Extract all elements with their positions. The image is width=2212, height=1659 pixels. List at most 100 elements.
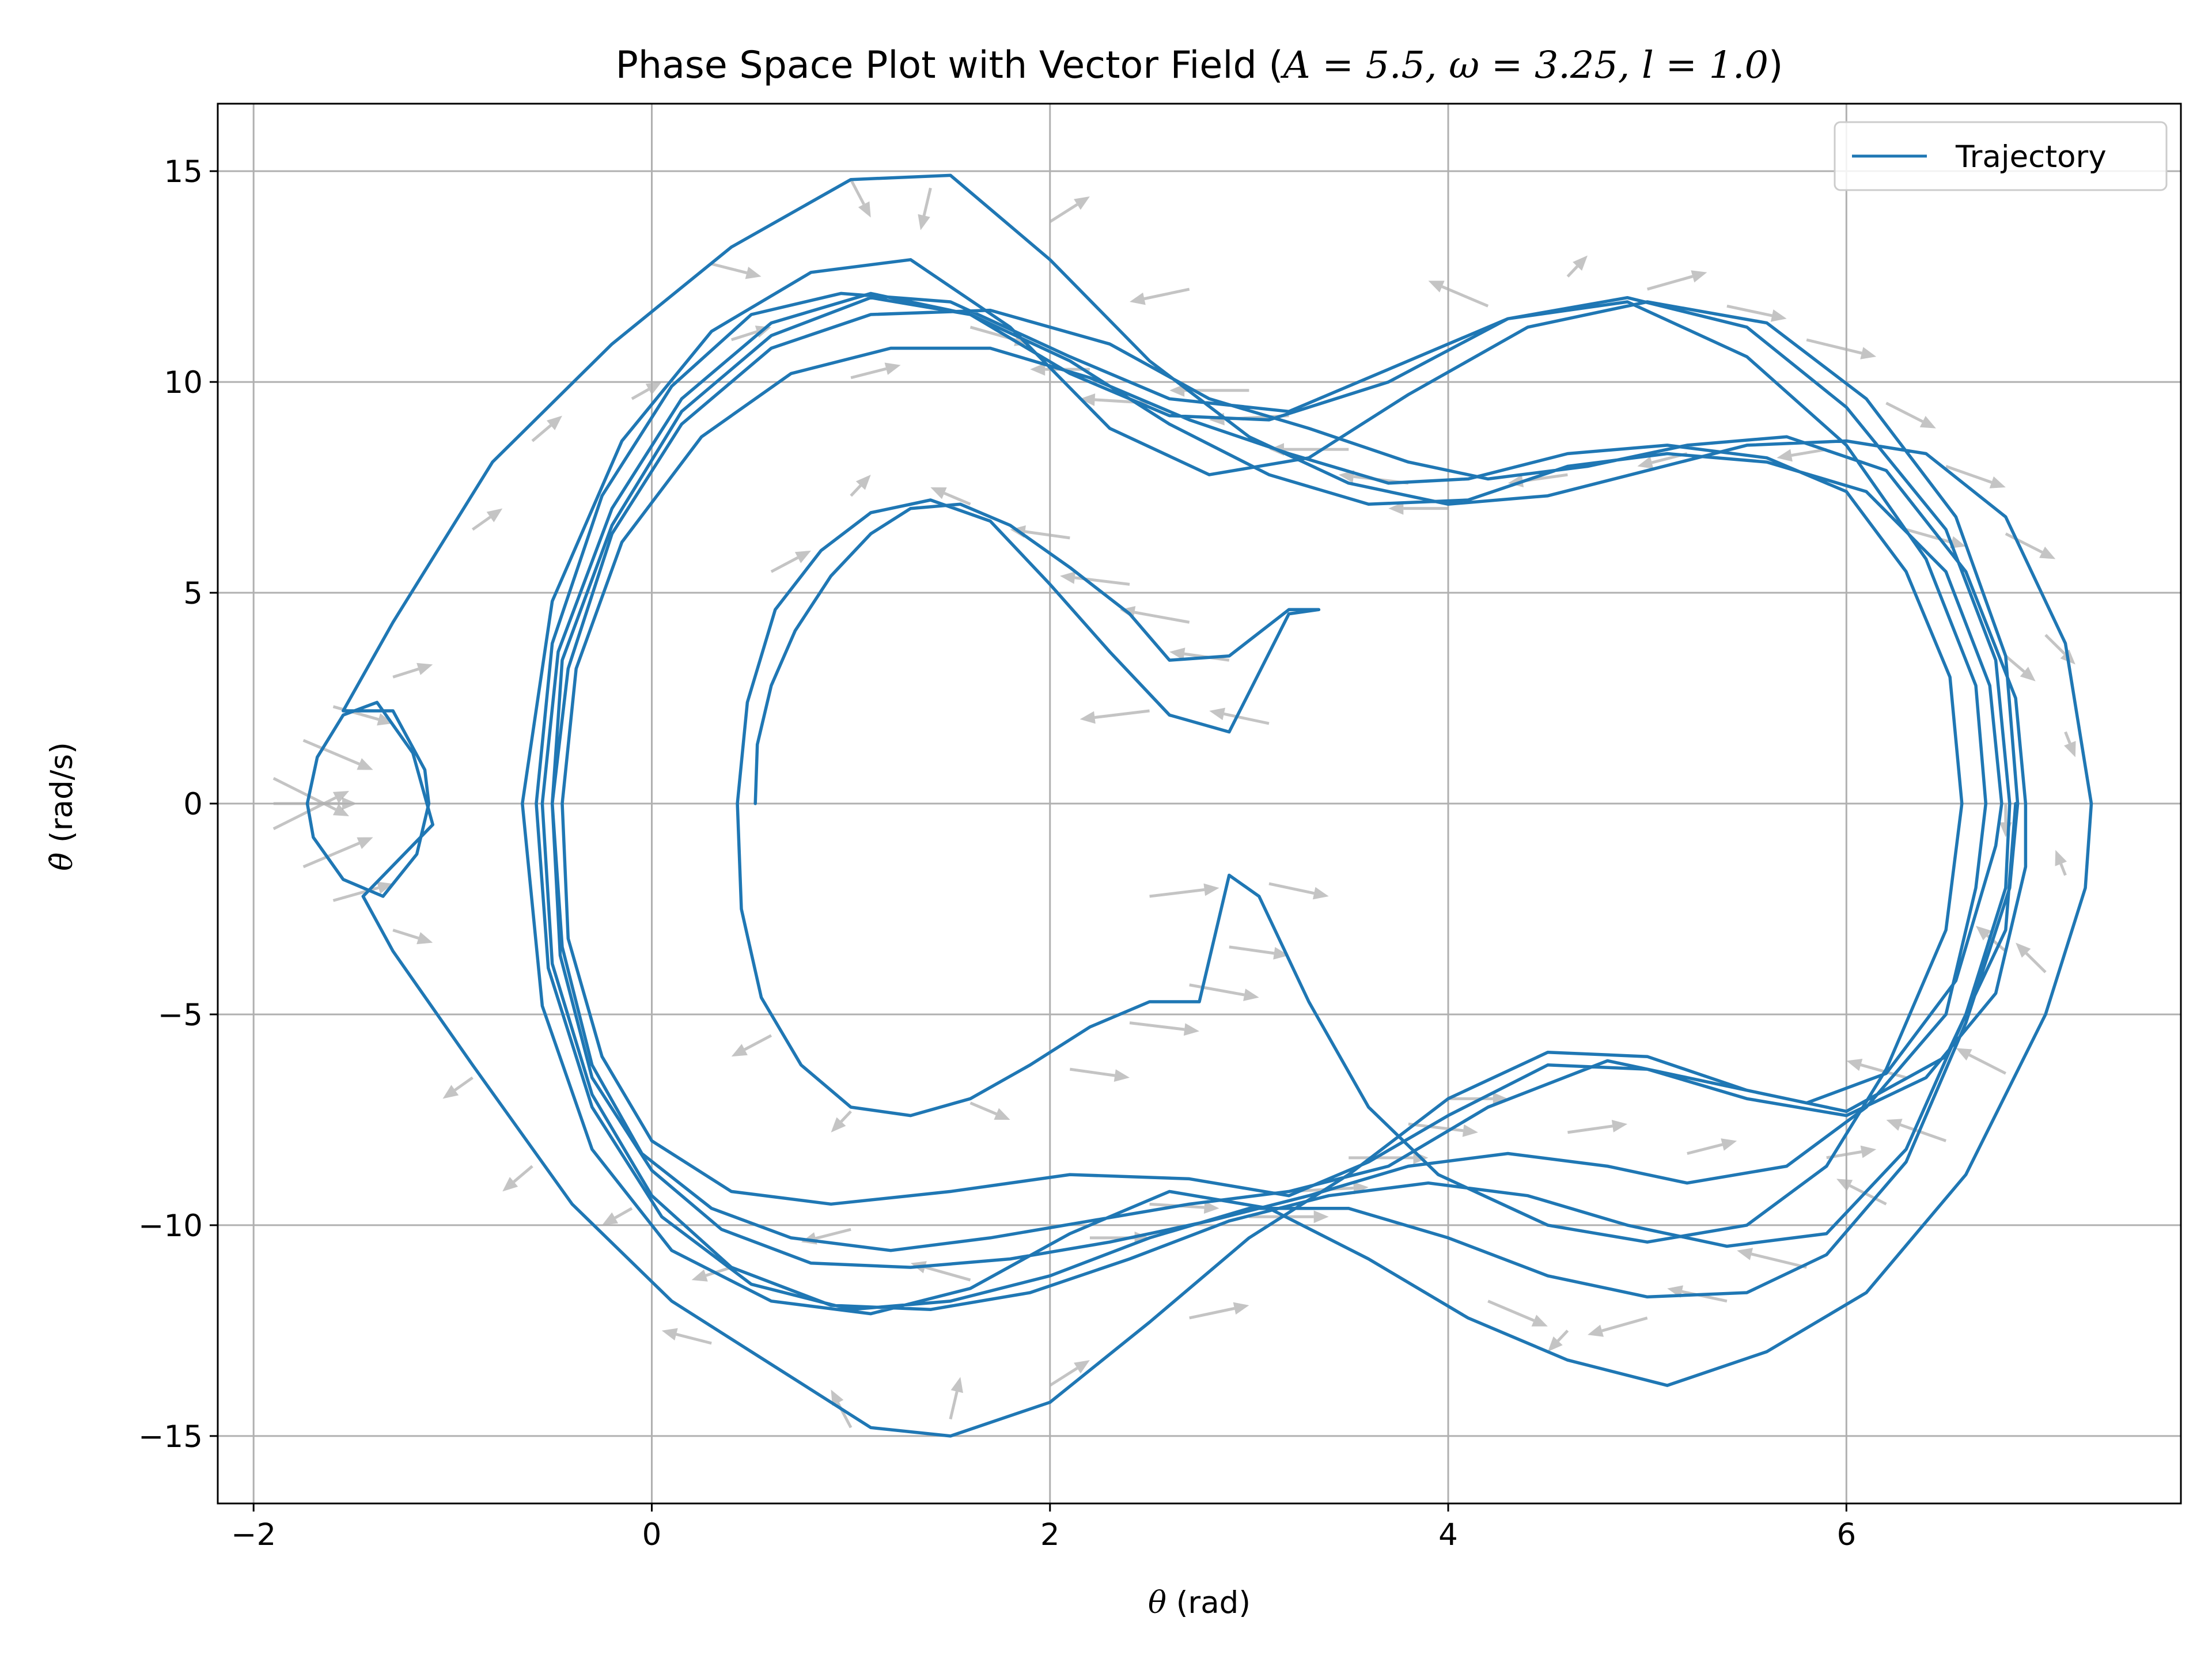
vector-arrow-head [1312, 887, 1329, 900]
vector-arrow-head [918, 214, 930, 230]
vector-arrow [1229, 945, 1289, 960]
vector-arrow [531, 415, 562, 442]
vector-arrow-shaft [1268, 882, 1315, 895]
vector-arrow [1945, 465, 2006, 488]
vector-arrow-shaft [454, 1076, 474, 1092]
vector-arrow-shaft [1726, 304, 1772, 317]
vector-arrow [850, 362, 901, 380]
vector-arrow [1547, 1330, 1569, 1352]
vector-arrow-head [377, 881, 393, 894]
vector-arrow [1487, 1300, 1548, 1327]
vector-arrow-head [1547, 1336, 1563, 1352]
x-tick-label: −2 [231, 1517, 276, 1552]
vector-arrow-shaft [1049, 203, 1078, 224]
vector-arrow-head [357, 837, 373, 849]
vector-arrow [831, 1110, 852, 1132]
vector-arrow-head [442, 1085, 459, 1099]
vector-arrow-shaft [1601, 1316, 1648, 1332]
vector-arrow [849, 179, 871, 218]
y-tick-label: 10 [164, 365, 203, 400]
vector-arrow [1587, 1316, 1648, 1337]
vector-arrow-shaft [815, 1228, 851, 1240]
vector-arrow-head [602, 1212, 619, 1225]
vector-arrow-head [1587, 1324, 1604, 1337]
vector-arrow [442, 1076, 474, 1099]
vector-arrow-head [1209, 707, 1225, 721]
vector-arrow-shaft [1189, 1306, 1235, 1320]
vector-arrow-head [745, 267, 762, 279]
vector-arrow-shaft [631, 388, 650, 400]
vector-arrow-head [831, 1117, 846, 1132]
vector-arrow-head [1691, 270, 1707, 283]
x-tick-label: 2 [1040, 1517, 1060, 1552]
vector-arrow-head [858, 201, 871, 218]
vector-arrow-head [1777, 449, 1793, 462]
vector-arrow [661, 1328, 712, 1345]
vector-arrow-head [731, 1044, 748, 1057]
vector-arrow-shaft [1968, 1054, 2006, 1075]
vector-arrow-head [1080, 711, 1096, 724]
vector-arrow-head [1203, 1201, 1219, 1214]
x-axis-unit: (rad) [1166, 1585, 1251, 1620]
vector-arrow-shaft [1556, 1330, 1569, 1342]
vector-arrow [1049, 196, 1090, 224]
vector-arrow-head [855, 475, 871, 490]
vector-arrow-head [1203, 883, 1219, 896]
vector-arrow-shaft [1751, 1252, 1807, 1269]
vector-arrow-head [1737, 1248, 1753, 1260]
vector-arrow [1388, 502, 1449, 515]
x-tick-label: 0 [642, 1517, 662, 1552]
vector-arrow-head [2016, 942, 2031, 958]
vector-arrow [1777, 448, 1827, 462]
vector-arrow-shaft [1487, 1300, 1535, 1322]
vector-arrow-shaft [1791, 448, 1827, 457]
vector-arrow-head [1388, 502, 1404, 515]
vector-arrow-shaft [392, 929, 419, 940]
y-axis-label: θ̇ (rad/s) [44, 742, 79, 871]
vector-arrow-shaft [1134, 611, 1190, 624]
chart-title: Phase Space Plot with Vector Field (A = … [616, 44, 1783, 87]
vector-arrow-shaft [1129, 1021, 1185, 1031]
vector-arrow-head [1233, 1302, 1249, 1315]
vector-arrow-head [691, 1269, 708, 1282]
vector-arrow-shaft [272, 796, 337, 831]
vector-arrow-shaft [614, 1207, 633, 1219]
vector-arrow-head [1975, 926, 1991, 941]
vector-arrow-shaft [969, 1101, 997, 1116]
legend-box [1834, 121, 2168, 191]
vector-arrow-head [1860, 347, 1877, 359]
vector-arrow-shaft [922, 187, 932, 216]
vector-arrow [2055, 850, 2067, 876]
vector-arrow [1726, 304, 1787, 322]
vector-arrow-shaft [849, 179, 865, 205]
vector-arrow-head [1169, 647, 1185, 661]
vector-arrow [969, 1101, 1010, 1120]
vector-arrow [1129, 1021, 1199, 1036]
vector-arrow [602, 1207, 633, 1225]
vector-arrow-head [1074, 196, 1090, 210]
vector-arrow-head [486, 508, 503, 522]
vector-arrow-head [1573, 255, 1588, 271]
vector-arrow-head [1462, 1124, 1478, 1137]
vector-arrow [502, 1165, 533, 1192]
vector-arrow-head [1428, 281, 1445, 293]
vector-arrow-head [661, 1328, 678, 1340]
y-tick-label: −10 [138, 1209, 203, 1244]
vector-arrow [731, 1034, 772, 1057]
chart-title-prefix: Phase Space Plot with Vector Field ( [616, 44, 1283, 87]
vector-arrow-head [930, 487, 947, 499]
vector-arrow-head [1493, 1092, 1508, 1105]
vector-arrow-head [1989, 476, 2006, 488]
vector-arrow-head [416, 932, 433, 945]
vector-arrow-shaft [2025, 952, 2047, 974]
vector-arrow-shaft [1567, 1124, 1613, 1134]
vector-arrow [1049, 1360, 1090, 1387]
vector-arrow [1130, 287, 1190, 305]
vector-arrow-head [1030, 363, 1046, 376]
vector-arrow [850, 475, 871, 497]
vector-arrow [1189, 1302, 1249, 1320]
vector-arrow-shaft [770, 556, 799, 573]
vector-arrow-head [1949, 536, 1966, 549]
